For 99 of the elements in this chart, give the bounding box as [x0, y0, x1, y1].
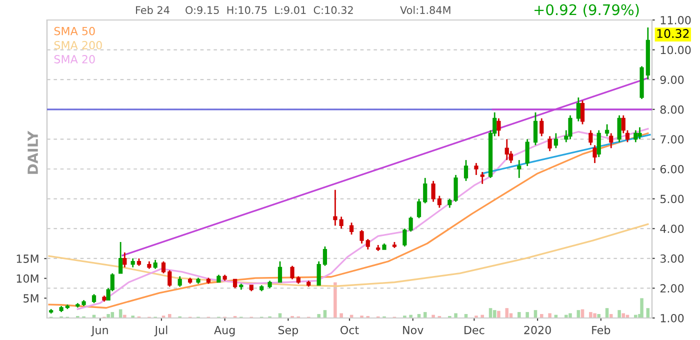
candlestick — [333, 189, 338, 226]
text: SMA 200 — [54, 40, 102, 50]
y-tick-label: 11.00 — [660, 16, 691, 24]
bar — [106, 314, 110, 318]
candlestick — [118, 241, 123, 274]
candlestick — [480, 171, 484, 185]
bar — [548, 313, 552, 318]
text: SMA 50 — [54, 26, 95, 36]
candlestick — [580, 100, 585, 125]
candlestick — [416, 198, 422, 219]
candlestick — [625, 130, 630, 143]
bar — [568, 313, 572, 318]
x-tick-label: 2020 — [524, 326, 551, 334]
bar — [518, 312, 521, 318]
x-tick-label: Oct — [340, 326, 359, 334]
y2-tick-label: 10M — [16, 274, 38, 283]
candlestick — [474, 162, 478, 176]
bar — [340, 313, 343, 318]
y2-tick-label: 5M — [24, 294, 38, 303]
y-tick-label: 8.00 — [660, 105, 684, 114]
bar — [526, 312, 529, 318]
bar — [168, 314, 172, 318]
y-tick-label: 3.00 — [660, 254, 684, 263]
bar — [317, 314, 320, 318]
x-tick-label: Feb — [592, 326, 610, 334]
candlestick — [496, 118, 501, 137]
candlestick — [634, 130, 638, 143]
candlestick — [596, 130, 601, 158]
candlestick — [122, 252, 127, 268]
y-tick-label: 6.00 — [660, 164, 684, 174]
candlestick — [168, 270, 172, 288]
candlestick — [576, 96, 580, 122]
candlestick — [349, 222, 354, 236]
annotation: 10.32 — [657, 29, 689, 38]
bar — [497, 310, 500, 318]
candlestick — [464, 159, 468, 182]
x-tick-label: Jul — [154, 326, 168, 336]
x-tick-label: Jun — [90, 326, 108, 336]
bar — [597, 314, 600, 318]
bar — [492, 310, 496, 318]
candlestick — [408, 216, 413, 232]
candlestick — [517, 159, 522, 179]
y-tick-label: 9.00 — [660, 76, 684, 84]
candlestick — [525, 138, 530, 167]
x-tick-label: Dec — [464, 326, 484, 334]
candlestick — [366, 238, 370, 250]
candlestick — [568, 114, 572, 140]
y-tick-label: 1.00 — [660, 314, 684, 322]
candlestick — [178, 276, 182, 288]
y-tick-label: 5.00 — [660, 194, 684, 204]
candlestick — [402, 228, 407, 248]
candlestick — [316, 260, 321, 286]
candlestick — [638, 126, 642, 140]
candlestick — [278, 260, 282, 283]
bar — [618, 310, 621, 318]
candlestick — [540, 118, 544, 137]
bar — [593, 313, 596, 318]
text: Feb 24 — [136, 6, 170, 14]
candlestick — [504, 138, 509, 161]
candlestick — [431, 180, 436, 202]
y-tick-label: 7.00 — [660, 135, 684, 144]
bar — [640, 298, 644, 318]
x-tick-label: Aug — [214, 326, 235, 336]
text: DAILY — [28, 130, 38, 174]
text: SMA 20 — [54, 55, 95, 64]
bar — [609, 314, 613, 318]
candlestick — [290, 265, 294, 280]
candlestick — [437, 195, 442, 208]
line-series — [48, 223, 649, 287]
y-tick-label: 4.00 — [660, 224, 684, 233]
text: O:9.15 H:10.75 L:9.01 C:10.32 — [186, 6, 353, 14]
candlestick — [322, 246, 328, 267]
bar — [505, 308, 509, 318]
bar — [540, 314, 544, 318]
bar — [334, 282, 337, 318]
candlestick — [533, 112, 538, 146]
candlestick — [588, 130, 593, 146]
y-tick-label: 10.00 — [660, 46, 691, 54]
candlestick — [609, 132, 614, 149]
y2-tick-label: 15M — [16, 254, 38, 263]
y-tick-label: 2.00 — [660, 284, 684, 293]
candlestick — [339, 216, 344, 230]
text: +0.92 (9.79%) — [534, 4, 639, 17]
bar — [454, 313, 458, 318]
candlestick — [360, 229, 364, 244]
bar — [423, 312, 427, 318]
candlestick — [621, 114, 626, 134]
text: Vol:1.84M — [400, 6, 450, 14]
candlestick — [592, 144, 597, 164]
candlestick — [604, 124, 610, 137]
candlestick — [161, 260, 166, 274]
candlestick — [617, 114, 622, 143]
candlestick — [423, 177, 428, 204]
candlestick — [554, 132, 558, 149]
bar — [589, 312, 592, 318]
x-tick-label: Nov — [403, 326, 424, 334]
x-tick-label: Sep — [278, 326, 298, 336]
candlestick — [548, 136, 552, 152]
candlestick — [454, 174, 458, 202]
